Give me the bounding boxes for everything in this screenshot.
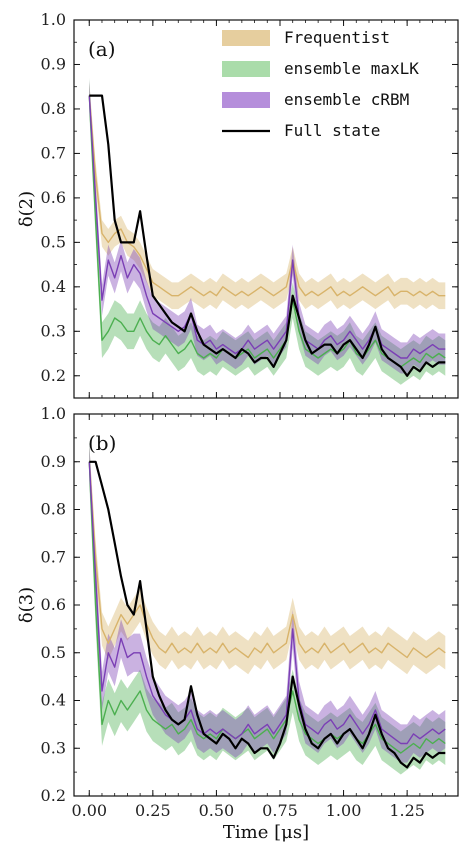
legend-label-frequentist: Frequentist	[284, 28, 390, 47]
xtick-label-1.25: 1.25	[389, 801, 425, 820]
legend-swatch-ensemble-maxlk	[222, 61, 270, 77]
panel-a-label: (a)	[88, 37, 116, 61]
panel-a-ylabel: δ(2)	[16, 191, 37, 227]
panel-b-series	[88, 440, 446, 775]
ytick-label-0-0.6: 0.6	[41, 188, 66, 207]
legend-label-full-state: Full state	[284, 121, 380, 140]
panel-a-frame	[73, 19, 459, 399]
legend: Frequentist ensemble maxLK ensemble cRBM…	[222, 28, 419, 140]
ytick-label-0-0.4: 0.4	[41, 277, 66, 296]
ytick-label-1-0.8: 0.8	[41, 500, 66, 519]
line-frequentist	[88, 461, 446, 659]
band-frequentist	[89, 82, 446, 310]
ytick-label-1-0.6: 0.6	[41, 595, 66, 614]
ytick-label-0-0.2: 0.2	[41, 366, 66, 385]
panel-a: 0.2 0.3 0.4 0.5 0.6 0.7 0.8 0.9 1.0 (a) δ(2)	[16, 10, 459, 399]
ytick-label-1-0.4: 0.4	[41, 691, 66, 710]
ytick-label-1-0.9: 0.9	[41, 452, 66, 471]
line-full-state	[89, 460, 446, 769]
x-axis-label: Time [μs]	[223, 822, 309, 843]
legend-label-ensemble-crbm: ensemble cRBM	[284, 90, 409, 109]
band-ensemble-maxlk	[89, 440, 446, 775]
panel-b: 0.2 0.3 0.4 0.5 0.6 0.7 0.8 0.9 1.0 0.00 0.25 0.50 0…	[16, 404, 459, 820]
panel-b-axes: 0.2 0.3 0.4 0.5 0.6 0.7 0.8 0.9 1.0 0.00 0.25 0.50 0…	[41, 404, 458, 820]
ytick-label-0-0.7: 0.7	[41, 143, 66, 162]
ytick-label-1-0.3: 0.3	[41, 738, 66, 757]
ytick-label-0-0.3: 0.3	[41, 321, 66, 340]
line-full-state	[89, 94, 446, 377]
ytick-label-0-0.5: 0.5	[41, 232, 66, 251]
xtick-label-1: 1.00	[326, 801, 362, 820]
band-ensemble-crbm	[89, 442, 446, 763]
panel-a-series	[88, 77, 446, 385]
panel-b-ylabel: δ(3)	[16, 587, 37, 623]
xtick-label-0.25: 0.25	[135, 801, 171, 820]
line-ensemble-crbm	[88, 461, 446, 745]
legend-swatch-ensemble-crbm	[222, 92, 270, 108]
ytick-label-1-0.2: 0.2	[41, 786, 66, 805]
ytick-label-0-0.8: 0.8	[41, 99, 66, 118]
ytick-label-0-0.9: 0.9	[41, 54, 66, 73]
ytick-label-1-1: 1.0	[41, 404, 66, 423]
legend-label-ensemble-maxlk: ensemble maxLK	[284, 59, 419, 78]
ytick-label-1-0.7: 0.7	[41, 547, 66, 566]
xtick-label-0.75: 0.75	[262, 801, 298, 820]
band-ensemble-crbm	[89, 80, 446, 374]
panel-b-label: (b)	[88, 431, 116, 455]
ytick-label-1-0.5: 0.5	[41, 643, 66, 662]
line-ensemble-crbm	[88, 95, 446, 359]
ytick-label-0-1: 1.0	[41, 10, 66, 29]
xtick-label-0.5: 0.50	[199, 801, 235, 820]
band-frequentist	[89, 445, 446, 675]
panel-a-axes: 0.2 0.3 0.4 0.5 0.6 0.7 0.8 0.9 1.0	[41, 10, 458, 399]
xtick-label-0: 0.00	[71, 801, 107, 820]
legend-swatch-frequentist	[222, 30, 270, 46]
